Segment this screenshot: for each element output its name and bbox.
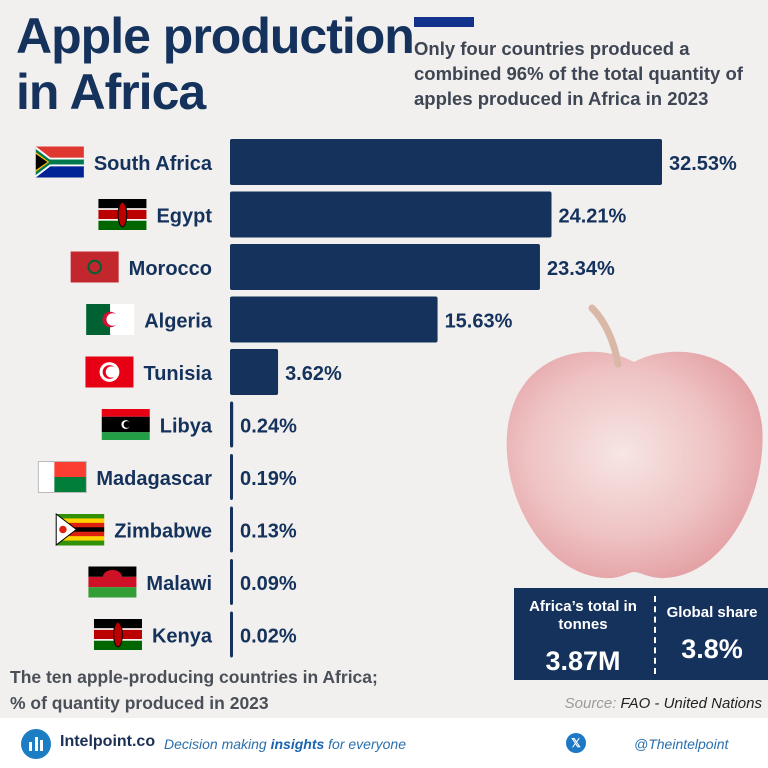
tunisia-flag-icon <box>85 356 134 388</box>
category-label: Morocco <box>129 258 212 280</box>
stats-divider <box>654 596 656 674</box>
value-label: 0.02% <box>240 626 297 648</box>
x-twitter-icon[interactable]: 𝕏 <box>566 733 586 753</box>
category-label: Egypt <box>156 206 212 228</box>
subtitle: Only four countries produced a combined … <box>414 38 743 109</box>
caption-line-2: % of quantity produced in 2023 <box>10 693 269 713</box>
share-value: 3.8% <box>681 634 743 664</box>
category-label: Malawi <box>146 573 212 595</box>
bar-chart: 32.53% South Africa 24.21% Egypt 23.34% Moroc… <box>35 139 737 658</box>
value-label: 0.13% <box>240 521 297 543</box>
bar-madagascar <box>230 454 233 500</box>
title-line-2: in Africa <box>16 64 206 120</box>
tagline-pre: Decision making <box>164 736 271 752</box>
value-label: 24.21% <box>559 206 627 228</box>
bar-kenya <box>230 611 233 658</box>
source-label: Source: <box>564 695 617 712</box>
share-stat: Global share 3.8% <box>656 588 768 680</box>
footer: Intelpoint.co Decision making insights f… <box>0 718 768 768</box>
total-label: Africa’s total in tonnes <box>529 598 637 633</box>
zimbabwe-flag-icon <box>55 512 105 547</box>
tagline: Decision making insights for everyone <box>164 736 406 752</box>
value-label: 0.19% <box>240 468 297 490</box>
kenya-flag-icon <box>93 619 142 650</box>
twitter-handle-link[interactable]: @Theintelpoint <box>634 736 729 752</box>
value-label: 23.34% <box>547 258 615 280</box>
bar-zimbabwe <box>230 506 233 553</box>
accent-bar <box>414 17 474 27</box>
madagascar-flag-icon <box>37 461 87 493</box>
value-label: 0.09% <box>240 573 297 595</box>
source-value: FAO - United Nations <box>620 695 762 712</box>
category-label: Kenya <box>152 626 213 648</box>
algeria-flag-icon <box>86 304 135 335</box>
value-label: 32.53% <box>669 153 737 175</box>
category-label: Zimbabwe <box>114 521 212 543</box>
bar-egypt <box>230 191 552 238</box>
intelpoint-logo-icon[interactable] <box>21 729 51 759</box>
value-label: 15.63% <box>445 311 513 333</box>
stats-box: Africa’s total in tonnes 3.87M Global sh… <box>514 588 768 680</box>
bar-libya <box>230 401 234 448</box>
category-label: Tunisia <box>143 363 212 385</box>
bar-morocco <box>230 244 540 290</box>
category-label: Madagascar <box>96 468 212 490</box>
category-label: Algeria <box>144 311 213 333</box>
tagline-bold: insights <box>270 736 325 752</box>
bar-south-africa <box>230 139 662 185</box>
total-value: 3.87M <box>545 646 621 676</box>
morocco-flag-icon <box>70 251 119 283</box>
title-line-1: Apple production <box>16 8 415 64</box>
category-label: Libya <box>160 416 213 438</box>
brand-link[interactable]: Intelpoint.co <box>60 733 156 750</box>
page-title: Apple production in Africa <box>16 8 415 120</box>
total-stat: Africa’s total in tonnes 3.87M <box>514 588 652 680</box>
south-africa-flag-icon <box>35 146 84 178</box>
apple-illustration <box>506 304 763 579</box>
libya-flag-icon <box>101 409 150 440</box>
chart-caption: The ten apple-producing countries in Afr… <box>10 664 378 716</box>
tagline-post: for everyone <box>324 736 406 752</box>
egypt-flag-icon <box>98 199 147 230</box>
bar-malawi <box>230 559 233 605</box>
category-label: South Africa <box>94 153 213 175</box>
bar-tunisia <box>230 349 279 395</box>
malawi-flag-icon <box>88 566 137 598</box>
source-note: Source: FAO - United Nations <box>565 695 762 712</box>
share-label: Global share <box>666 604 758 621</box>
value-label: 3.62% <box>285 363 342 385</box>
caption-line-1: The ten apple-producing countries in Afr… <box>10 667 378 687</box>
value-label: 0.24% <box>240 416 297 438</box>
bar-algeria <box>230 296 438 343</box>
